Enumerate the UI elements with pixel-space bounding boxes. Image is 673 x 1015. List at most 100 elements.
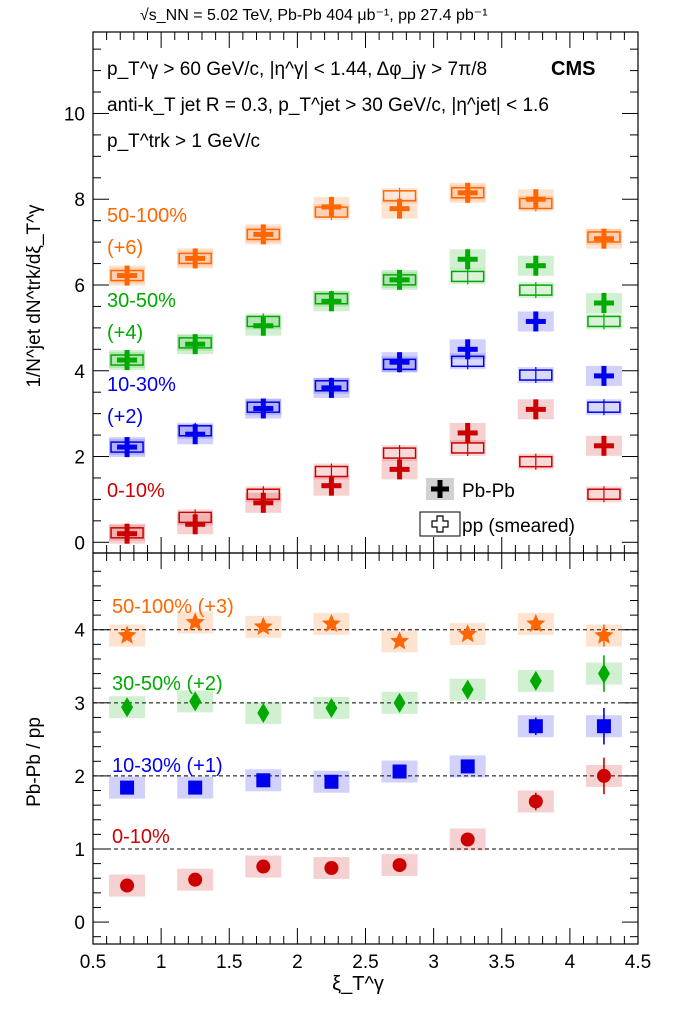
legend-pbpb-label: Pb-Pb (462, 481, 515, 502)
pbpb-cross-marker (260, 492, 266, 513)
y-tick-label: 4 (74, 362, 85, 383)
y-tick-label: 2 (74, 767, 85, 788)
ratio-marker (120, 780, 135, 795)
pbpb-cross-marker (192, 248, 198, 269)
y-axis-label-bottom: Pb-Pb / pp (24, 717, 45, 807)
ratio-marker (117, 625, 137, 644)
series-label: 10-30% (107, 374, 176, 396)
pbpb-cross-marker (465, 182, 471, 203)
ratio-marker (460, 759, 475, 774)
pbpb-cross-marker (397, 459, 403, 480)
ratio-marker (460, 832, 475, 847)
pbpb-cross-marker (533, 255, 539, 276)
y-tick-label: 0 (74, 533, 85, 554)
pbpb-cross-marker (397, 269, 403, 290)
pbpb-cross-marker (260, 224, 266, 245)
ratio-marker (458, 624, 478, 643)
ratio-marker (324, 774, 339, 789)
cuts-line3: p_T^trk > 1 GeV/c (107, 131, 260, 152)
x-tick-label: 3 (428, 952, 439, 973)
pbpb-cross-marker (601, 228, 607, 249)
ratio-marker (321, 613, 341, 632)
series-label: 0-10% (107, 480, 165, 502)
pbpb-cross-marker (124, 350, 130, 371)
ratio-series-label: 50-100% (+3) (112, 596, 234, 618)
ratio-series-label: 10-30% (+1) (112, 755, 223, 777)
pbpb-cross-marker (124, 437, 130, 458)
y-tick-label: 2 (74, 448, 85, 469)
pbpb-cross-marker (328, 196, 334, 217)
top-panel: 0 2 4 6 8 10 0-10% 10-30% (+2) 30-50% (+4) 50-100% (… (64, 31, 639, 554)
x-axis-label: ξ_T^γ (332, 973, 384, 995)
x-tick-label: 2.5 (352, 952, 378, 973)
pbpb-cross-marker (192, 424, 198, 445)
ratio-marker (256, 773, 271, 788)
pbpb-cross-marker (465, 249, 471, 270)
y-tick-label: 6 (74, 276, 85, 297)
pbpb-cross-marker (601, 365, 607, 386)
x-tick-label: 4 (565, 952, 576, 973)
x-tick-label: 3.5 (489, 952, 515, 973)
ratio-marker (461, 679, 474, 700)
pbpb-cross-marker (533, 311, 539, 332)
ratio-marker (120, 878, 135, 893)
y-tick-label: 4 (74, 621, 85, 642)
series-label: 50-100% (107, 205, 187, 227)
header-text: √s_NN = 5.02 TeV, Pb-Pb 404 μb⁻¹, pp 27.… (140, 7, 488, 24)
annotations: CMS p_T^γ > 60 GeV/c, |η^γ| < 1.44, Δφ_j… (24, 58, 595, 995)
pbpb-cross-marker (124, 265, 130, 286)
top-header: √s_NN = 5.02 TeV, Pb-Pb 404 μb⁻¹, pp 27.… (140, 7, 488, 24)
pbpb-cross-marker (124, 523, 130, 544)
ratio-marker (596, 768, 611, 783)
ratio-marker (392, 764, 407, 779)
pbpb-cross-marker (465, 422, 471, 443)
x-tick-label: 4.5 (625, 952, 651, 973)
ratio-series-label: 0-10% (112, 826, 170, 848)
pbpb-cross-marker (192, 514, 198, 535)
ratio-marker (253, 616, 273, 635)
ratio-marker (188, 872, 203, 887)
ratio-marker (188, 780, 203, 795)
cuts-line1: p_T^γ > 60 GeV/c, |η^γ| < 1.44, Δφ_jγ > … (107, 59, 487, 80)
x-tick-label: 0.5 (80, 952, 106, 973)
y-tick-label: 0 (74, 913, 85, 934)
x-tick-label: 2 (292, 952, 303, 973)
x-tick-label: 1.5 (216, 952, 242, 973)
cuts-line2: anti-k_T jet R = 0.3, p_T^jet > 30 GeV/c… (107, 95, 549, 116)
pbpb-cross-marker (601, 435, 607, 456)
y-tick-label: 1 (74, 840, 85, 861)
pbpb-cross-marker (260, 315, 266, 336)
pbpb-cross-marker (397, 198, 403, 219)
ratio-marker (257, 703, 270, 724)
ratio-marker (185, 612, 205, 631)
ratio-marker (529, 670, 542, 691)
pbpb-cross-marker (260, 398, 266, 419)
legend-pp-label: pp (smeared) (462, 516, 575, 537)
ratio-marker (390, 631, 410, 650)
y-tick-label: 8 (74, 190, 85, 211)
ratio-marker (594, 625, 614, 644)
pbpb-cross-marker (533, 399, 539, 420)
series-offset-label: (+6) (107, 237, 143, 259)
ratio-marker (596, 719, 611, 734)
pbpb-cross-marker (397, 352, 403, 373)
ratio-marker (528, 794, 543, 809)
bottom-panel: 0.5 1 1.5 2 2.5 3 3.5 4 4.5 0 1 2 3 4 0-10% 10-30% (+1)… (74, 32, 651, 973)
ratio-marker (392, 858, 407, 873)
series-offset-label: (+2) (107, 406, 143, 428)
ratio-marker (189, 691, 202, 712)
ratio-marker (121, 697, 134, 718)
y-axis-label-top: 1/N^jet dN^trk/dξ_T^γ (24, 204, 45, 388)
ratio-series-label: 30-50% (+2) (112, 673, 223, 695)
series-offset-label: (+4) (107, 322, 143, 344)
ratio-marker (528, 719, 543, 734)
ratio-marker (324, 860, 339, 875)
ratio-marker (256, 859, 271, 874)
y-tick-label: 10 (64, 104, 85, 125)
pbpb-cross-marker (465, 339, 471, 360)
series-label: 30-50% (107, 290, 176, 312)
x-tick-label: 1 (156, 952, 167, 973)
pbpb-cross-marker (601, 293, 607, 314)
cms-label: CMS (551, 58, 595, 80)
